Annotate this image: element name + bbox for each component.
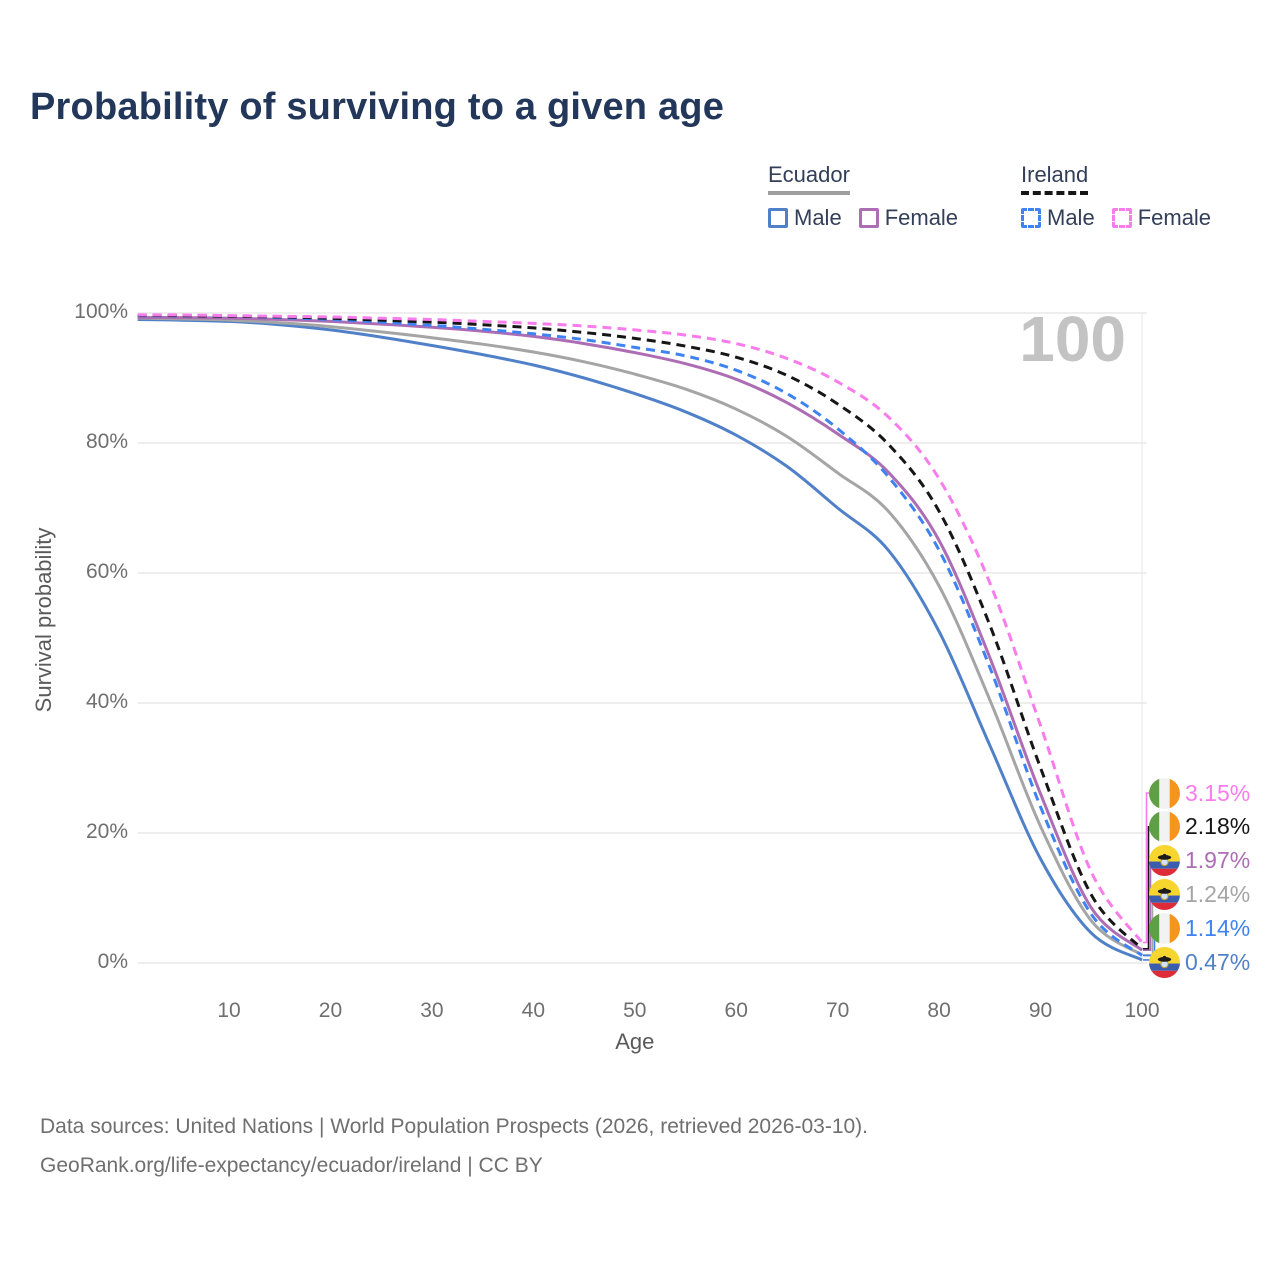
end-value-text: 1.97% [1185,847,1251,874]
legend-swatch-ireland-female [1111,208,1132,228]
hover-age-watermark: 100 [1019,303,1126,375]
series-line-ecuador_total [137,316,1143,957]
ecuador-flag-icon [1149,845,1180,877]
x-tick-label: 60 [724,999,748,1022]
legend-group-ecuador: Ecuador Male Female [768,162,958,231]
legend-country-ireland: Ireland [1021,162,1089,195]
y-tick-label: 0% [97,950,128,973]
y-axis-title: Survival probability [31,527,56,713]
end-value-text: 3.15% [1185,779,1251,806]
y-tick-label: 40% [85,690,128,713]
end-value-label-ecuador_total: 1.24% [1149,878,1250,910]
end-value-text: 2.18% [1185,813,1251,840]
ecuador-flag-icon [1149,878,1180,910]
footer-attribution: GeoRank.org/life-expectancy/ecuador/irel… [40,1153,543,1177]
x-axis-title: Age [615,1029,655,1054]
legend-item-label: Female [884,205,959,230]
legend-item-ireland-female[interactable]: Female [1111,205,1212,231]
legend-item-ecuador-female[interactable]: Female [858,205,959,231]
end-value-label-ireland_total: 2.18% [1149,811,1250,843]
legend-item-label: Male [1047,205,1095,230]
legend-item-label: Male [794,205,842,230]
y-tick-label: 100% [74,300,128,323]
x-tick-label: 80 [927,999,951,1022]
legend-group-ireland: Ireland Male Female [1021,162,1211,231]
legend-item-ecuador-male[interactable]: Male [768,205,842,231]
legend-item-label: Female [1137,205,1212,230]
y-tick-label: 80% [85,430,128,453]
x-tick-label: 50 [623,999,647,1022]
legend-swatch-ecuador-male [768,208,788,228]
end-value-label-ecuador_male: 0.47% [1149,946,1250,978]
series-line-ecuador_male [137,318,1143,962]
footer-data-sources: Data sources: United Nations | World Pop… [40,1115,869,1138]
ireland-flag-icon [1149,777,1180,809]
ireland-flag-icon [1149,811,1180,843]
series-line-ireland_total [137,313,1144,950]
x-tick-label: 40 [521,999,546,1022]
end-value-label-ireland_female: 3.15% [1149,777,1250,809]
footer: Data sources: United Nations | World Pop… [40,1108,868,1186]
y-tick-label: 60% [85,560,128,583]
ireland-flag-icon [1149,912,1180,944]
x-tick-label: 100 [1124,999,1160,1022]
legend-swatch-ireland-male [1021,208,1041,228]
end-value-text: 1.14% [1185,914,1251,941]
legend-item-ireland-male[interactable]: Male [1021,205,1095,231]
series-line-ireland_male [137,314,1143,957]
series-line-ecuador_female [137,316,1143,952]
x-tick-label: 90 [1028,999,1053,1022]
legend: Ecuador Male Female Ireland Male Female [0,0,1280,250]
end-value-text: 0.47% [1185,948,1251,975]
legend-swatch-ecuador-female [858,208,879,228]
x-tick-label: 20 [318,999,343,1022]
y-tick-label: 20% [85,820,128,843]
end-value-text: 1.24% [1185,880,1251,907]
ecuador-flag-icon [1149,946,1180,978]
legend-country-ecuador: Ecuador [768,162,850,195]
end-value-label-ireland_male: 1.14% [1149,912,1250,944]
x-tick-label: 10 [217,999,241,1022]
end-value-label-ecuador_female: 1.97% [1149,845,1250,877]
series-line-ireland_female [137,313,1144,944]
x-tick-label: 30 [420,999,444,1022]
x-tick-label: 70 [825,999,850,1022]
chart-title: Probability of surviving to a given age [30,86,725,128]
